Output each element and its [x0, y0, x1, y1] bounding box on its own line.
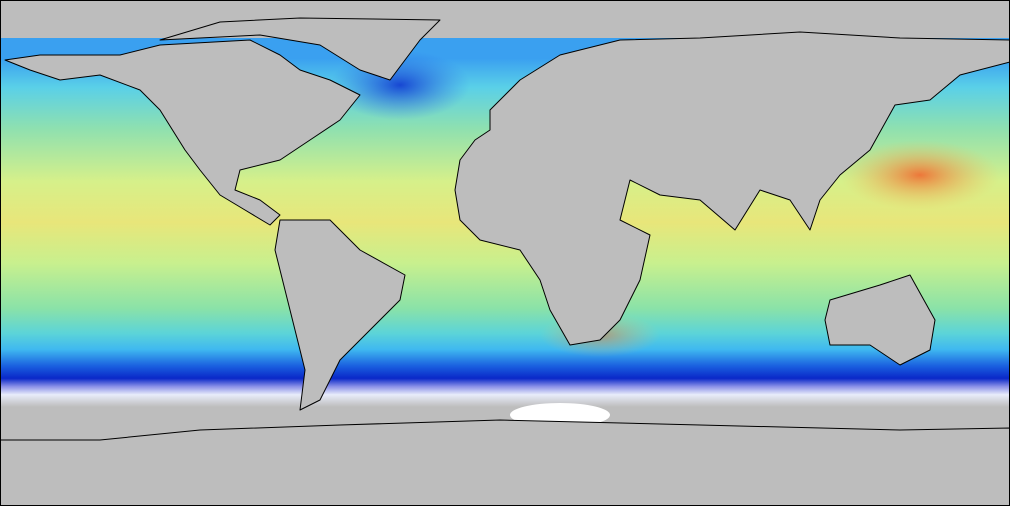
- warm-anomaly: [840, 140, 1000, 210]
- antarctica: [0, 419, 1010, 506]
- south-america: [274, 219, 406, 411]
- greenland: [159, 17, 441, 81]
- australia: [824, 274, 936, 366]
- afro-eurasia: [454, 31, 1010, 346]
- north-america: [4, 39, 361, 226]
